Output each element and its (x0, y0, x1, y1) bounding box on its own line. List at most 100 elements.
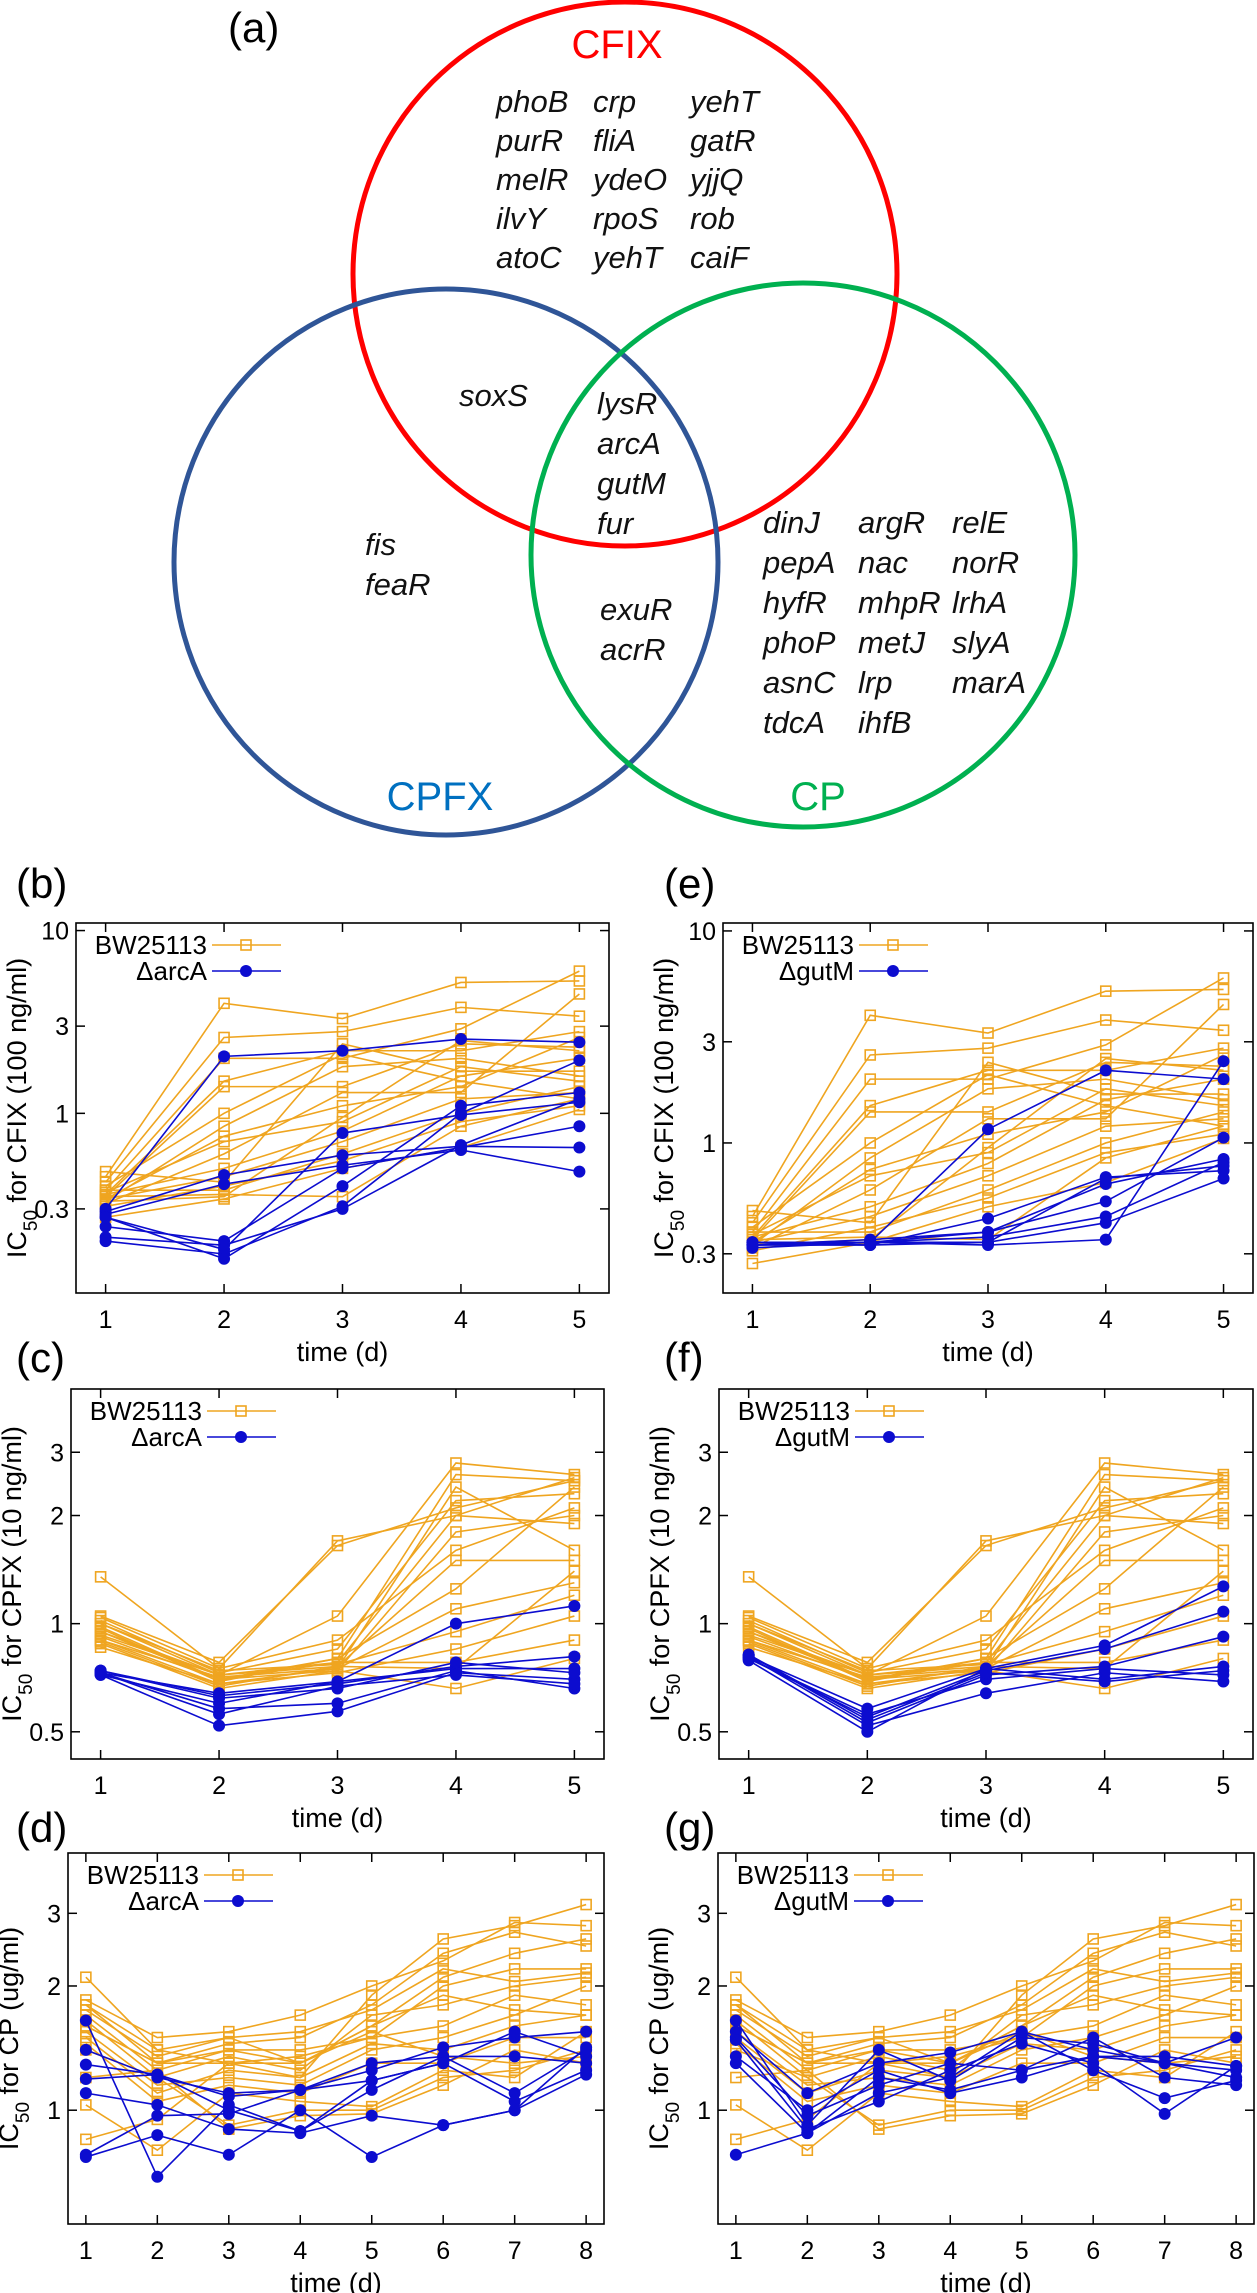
data-point-circle (1015, 2037, 1028, 2050)
gene-labels: phoB purR melR ilvY atoC crp fliA ydeO rpoS yehT y… (365, 84, 1026, 740)
data-point-square (1217, 998, 1230, 1011)
y-tick-label: 1 (698, 1611, 712, 1639)
x-tick-label: 4 (449, 1772, 463, 1800)
x-tick-label: 5 (1217, 1306, 1231, 1334)
data-point-circle (573, 1054, 586, 1067)
x-tick-label: 1 (729, 2237, 743, 2265)
data-point-square (1087, 1963, 1099, 1975)
data-point-square (80, 2031, 92, 2044)
data-point-square (94, 1636, 107, 1648)
x-tick-label: 4 (454, 1306, 468, 1334)
data-point-square (240, 939, 252, 951)
y-axis-label-subscript: 50 (16, 1674, 37, 1695)
data-point-circle (1087, 2064, 1100, 2077)
data-point-circle (729, 2148, 742, 2161)
series-line (735, 2030, 1237, 2152)
y-axis-label-prefix: IC (2, 1231, 32, 1258)
data-point-square (294, 2057, 307, 2069)
plot-frame (67, 1852, 605, 2225)
data-point-circle (729, 2014, 742, 2027)
data-point-square (455, 1120, 467, 1133)
panel-label: (e) (664, 860, 715, 907)
data-point-square (882, 1869, 894, 1881)
data-point-circle (1098, 1662, 1111, 1675)
series-line (100, 1630, 575, 1676)
data-point-circle (1099, 1216, 1112, 1229)
data-point-square (864, 1106, 877, 1118)
data-point-circle (331, 1705, 344, 1718)
data-point-square (218, 997, 230, 1010)
data-point-square (508, 1989, 521, 2001)
data-point-square (982, 1184, 994, 1196)
y-axis-label: IC50 for CPFX (10 ng/ml) (645, 1426, 685, 1722)
data-point-square (982, 1200, 994, 1213)
data-point-square (331, 1660, 344, 1673)
data-point-circle (1158, 2107, 1171, 2120)
y-axis-label-suffix: for CP (ug/ml) (0, 1927, 24, 2102)
data-point-circle (508, 2025, 521, 2038)
data-point-square (455, 976, 467, 989)
data-point-square (450, 1583, 462, 1595)
series-line (85, 1985, 587, 2086)
y-axis-label-suffix: for CP (ug/ml) (644, 1927, 674, 2102)
series-line (752, 1061, 1224, 1224)
data-point-circle (1217, 1131, 1230, 1144)
series-line (748, 1462, 1224, 1676)
series-line (735, 2030, 1237, 2135)
y-axis-label-prefix: IC (645, 1695, 675, 1722)
data-point-square (864, 1073, 877, 1085)
gene-label: metJ (858, 625, 926, 660)
data-point-square (508, 1963, 521, 1975)
data-point-square (365, 2044, 378, 2056)
data-point-square (1217, 1565, 1230, 1577)
data-point-square (1230, 2009, 1242, 2021)
plot-frame (722, 922, 1254, 1294)
data-point-circle (1217, 1055, 1230, 1068)
data-point-circle (437, 2057, 450, 2070)
y-axis-label: IC50 for CFIX (100 ng/ml) (649, 958, 689, 1258)
data-point-square (944, 2025, 957, 2038)
x-tick-label: 3 (979, 1772, 993, 1800)
data-point-circle (79, 2151, 92, 2164)
data-point-square (1230, 1940, 1242, 1952)
data-point-square (1217, 1509, 1230, 1522)
y-tick-label: 3 (47, 1900, 61, 1928)
data-point-circle (218, 1243, 231, 1256)
gene-label: feaR (365, 567, 430, 602)
data-point-square (1217, 1042, 1230, 1054)
data-point-circle (294, 2083, 307, 2096)
data-point-square (746, 1204, 759, 1217)
data-point-square (1217, 1481, 1230, 1493)
y-axis-label-subscript: 50 (13, 2102, 34, 2123)
data-point-square (864, 1009, 877, 1022)
data-point-circle (1217, 1630, 1230, 1643)
y-axis-label: IC50 for CP (ug/ml) (644, 1927, 684, 2150)
x-tick-label: 5 (1015, 2237, 1029, 2265)
data-point-square (1099, 1106, 1112, 1118)
series-line (100, 1507, 575, 1670)
data-point-square (887, 939, 899, 951)
series-line (735, 2020, 1237, 2127)
data-point-square (1087, 2020, 1099, 2032)
y-axis-label-prefix: IC (644, 2123, 674, 2150)
series-line (85, 1976, 587, 2079)
series-line (735, 1968, 1237, 2051)
data-point-square (437, 2071, 450, 2084)
series-line (752, 1133, 1224, 1252)
data-point-square (1098, 1602, 1111, 1615)
cpfx-circle (171, 286, 721, 838)
data-point-circle (872, 2087, 885, 2100)
gene-label: dinJ (763, 505, 820, 540)
data-point-square (730, 1971, 742, 1984)
chart-panel-c: (c) 1 2 3 4 5 0.5 1 2 3 time (d) IC50 for CPFX (10 … (0, 1334, 605, 1833)
y-tick-label: 3 (702, 1029, 716, 1057)
data-point-square (1087, 1971, 1099, 1984)
data-point-square (294, 2009, 307, 2021)
data-point-square (872, 2123, 885, 2135)
gene-label: ilvY (496, 201, 548, 236)
series-line (735, 2036, 1237, 2103)
data-point-square (336, 1080, 349, 1093)
data-point-square (742, 1611, 755, 1624)
plot-frame (70, 1388, 605, 1760)
gene-label: nac (858, 545, 908, 580)
